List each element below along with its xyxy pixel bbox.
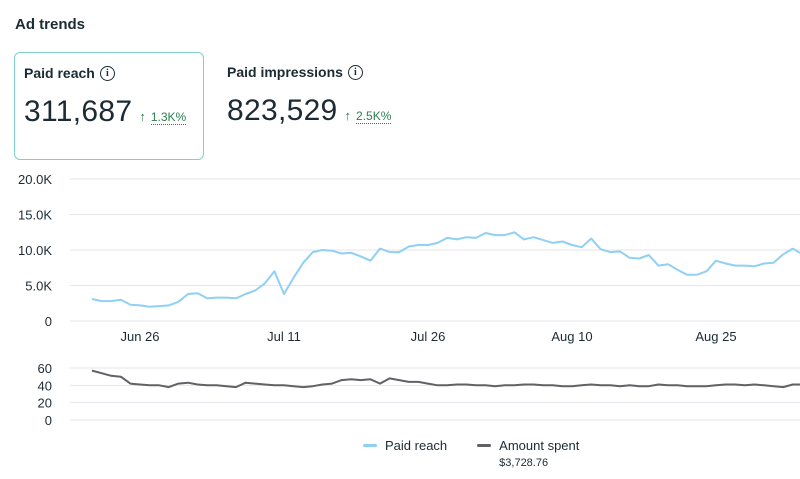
section-title: Ad trends	[15, 16, 86, 33]
legend-total: $3,728.76	[499, 457, 549, 469]
legend-item-amount-spent[interactable]: Amount spent $3,728.76	[477, 438, 579, 469]
metric-card-paid-impressions[interactable]: Paid impressions i 823,529 ↑ 2.5K%	[214, 52, 444, 160]
metric-label: Paid reach	[24, 65, 95, 81]
legend-swatch	[363, 444, 377, 447]
metric-label: Paid impressions	[227, 64, 343, 80]
metric-card-paid-reach[interactable]: Paid reach i 311,687 ↑ 1.3K%	[14, 52, 204, 160]
info-icon[interactable]: i	[347, 64, 363, 80]
arrow-up-icon: ↑	[139, 109, 146, 124]
x-tick-label: Jul 11	[267, 329, 301, 344]
info-icon[interactable]: i	[99, 65, 115, 81]
y-tick-label: 5.0K	[25, 279, 52, 294]
y-tick-label: 60	[38, 361, 52, 376]
metric-value: 311,687	[24, 95, 133, 128]
metric-delta[interactable]: 1.3K%	[150, 110, 187, 125]
legend-item-paid-reach[interactable]: Paid reach	[363, 438, 447, 469]
arrow-up-icon: ↑	[344, 108, 352, 123]
ad-trends-chart: 0 5.0K 10.0K 15.0K 20.0K Jun 26 Jul 11 Jul 26 Au…	[18, 172, 800, 428]
chart-legend: Paid reach Amount spent $3,728.76	[363, 438, 579, 469]
legend-swatch	[477, 444, 492, 447]
x-tick-label: Aug 25	[695, 329, 736, 344]
y-tick-label: 20	[38, 396, 52, 411]
metric-delta[interactable]: 2.5K%	[356, 109, 392, 124]
paid-reach-line	[91, 231, 800, 308]
legend-label: Paid reach	[385, 438, 448, 453]
metric-value: 823,529	[227, 94, 338, 127]
amount-spent-line	[91, 369, 800, 389]
y-tick-label: 0	[45, 413, 52, 428]
x-tick-label: Jun 26	[120, 329, 159, 344]
x-tick-label: Jul 26	[411, 329, 446, 344]
x-tick-label: Aug 10	[551, 329, 592, 344]
legend-label: Amount spent	[499, 438, 580, 453]
y-tick-label: 20.0K	[18, 172, 52, 187]
y-tick-label: 15.0K	[18, 208, 52, 223]
y-tick-label: 0	[45, 314, 52, 329]
y-tick-label: 10.0K	[18, 243, 52, 258]
y-tick-label: 40	[38, 378, 52, 393]
